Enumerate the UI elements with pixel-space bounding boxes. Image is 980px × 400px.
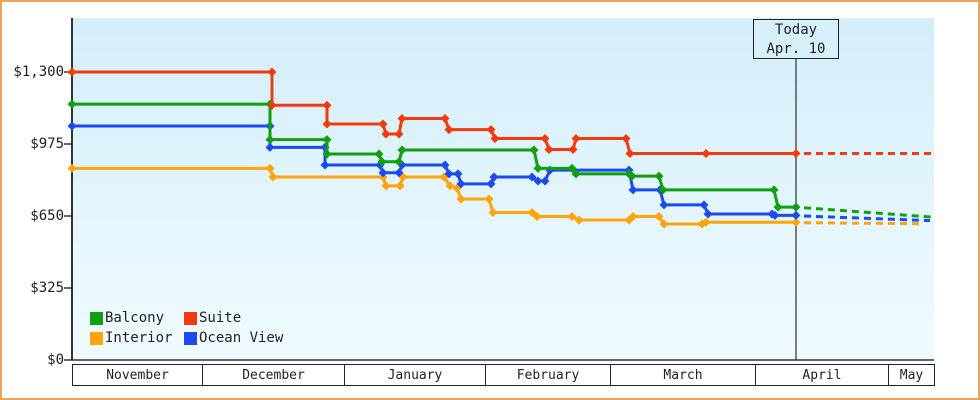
y-tick-label: $975	[30, 136, 64, 152]
legend-label: Suite	[199, 310, 242, 326]
y-tick-label: $1,300	[13, 64, 64, 80]
y-tick-label: $0	[47, 352, 64, 368]
month-cell-february: February	[485, 364, 611, 386]
plot-area	[72, 18, 934, 360]
month-cell-december: December	[202, 364, 345, 386]
legend-item-ocean-view: Ocean View	[184, 330, 283, 346]
legend-item-interior: Interior	[90, 330, 184, 346]
legend-item-suite: Suite	[184, 310, 283, 326]
legend-swatch	[90, 331, 103, 345]
legend: Balcony Suite Interior Ocean View	[90, 310, 283, 346]
legend-label: Interior	[105, 330, 173, 346]
legend-item-balcony: Balcony	[90, 310, 184, 326]
y-tick-label: $325	[30, 280, 64, 296]
legend-swatch	[184, 311, 197, 325]
month-cell-may: May	[888, 364, 935, 386]
legend-swatch	[184, 331, 197, 345]
series-projected-Balcony	[803, 206, 933, 219]
series-projected-Interior	[803, 221, 925, 226]
month-cell-march: March	[610, 364, 756, 386]
legend-label: Ocean View	[199, 330, 284, 346]
month-cell-april: April	[755, 364, 889, 386]
legend-label: Balcony	[105, 310, 165, 326]
month-cell-january: January	[344, 364, 486, 386]
series-projected-Ocean View	[803, 214, 931, 223]
today-date: Apr. 10	[766, 41, 826, 57]
today-label: Today	[774, 22, 818, 38]
legend-swatch	[90, 311, 103, 325]
today-annotation: Today Apr. 10	[753, 19, 839, 59]
series-line-Ocean View	[72, 124, 796, 217]
y-tick-label: $650	[30, 208, 64, 224]
month-cell-november: November	[72, 364, 203, 386]
